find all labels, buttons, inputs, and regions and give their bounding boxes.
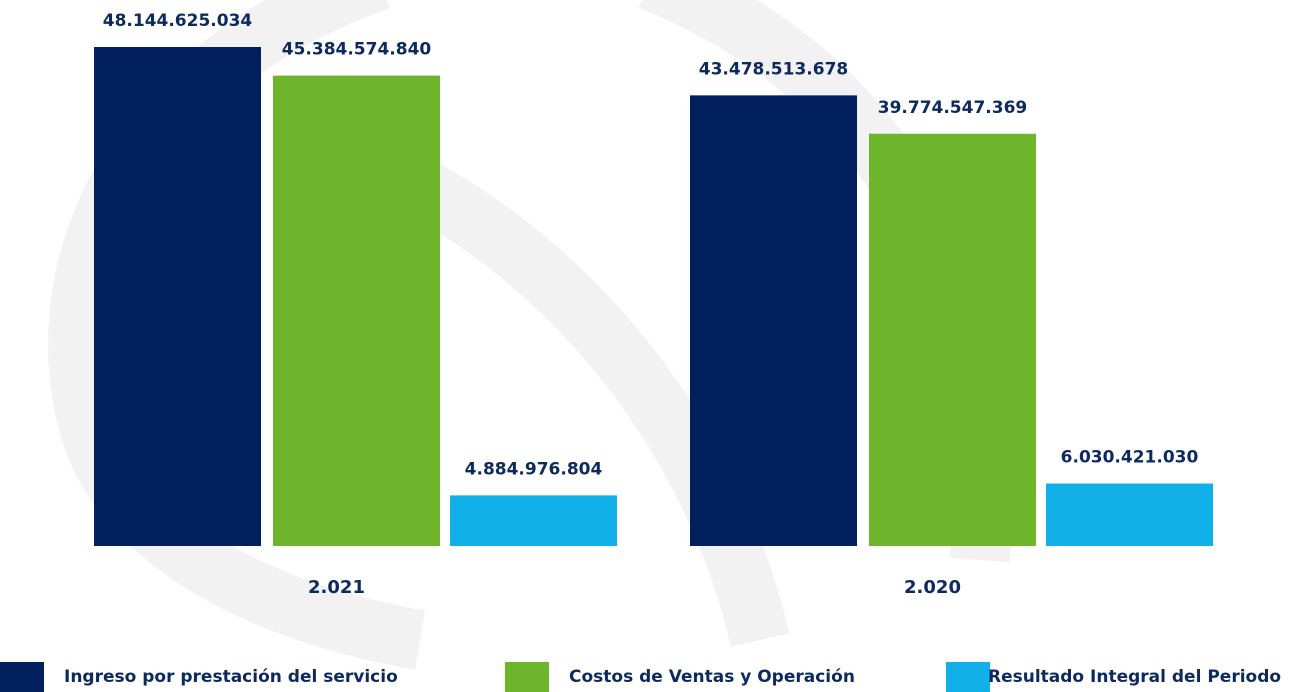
bar	[450, 495, 617, 546]
value-label: 45.384.574.840	[282, 40, 432, 60]
bar	[273, 76, 440, 546]
bar	[1046, 483, 1213, 546]
bar	[690, 95, 857, 546]
value-label: 6.030.421.030	[1061, 447, 1199, 467]
value-label: 4.884.976.804	[465, 459, 603, 479]
bar	[94, 47, 261, 546]
value-label: 39.774.547.369	[878, 98, 1028, 118]
legend-swatch	[0, 662, 44, 692]
legend-swatch	[946, 662, 990, 692]
x-tick-label: 2.020	[904, 577, 961, 598]
bar	[869, 134, 1036, 546]
legend-label: Costos de Ventas y Operación	[569, 667, 855, 687]
legend-label: Ingreso por prestación del servicio	[64, 667, 398, 687]
value-label: 48.144.625.034	[103, 11, 253, 31]
chart: 48.144.625.034 45.384.574.840 4.884.976.80…	[0, 0, 1298, 692]
legend-label: Resultado Integral del Periodo	[988, 667, 1281, 687]
legend-swatch	[505, 662, 549, 692]
x-tick-label: 2.021	[308, 577, 365, 598]
value-label: 43.478.513.678	[699, 59, 849, 79]
